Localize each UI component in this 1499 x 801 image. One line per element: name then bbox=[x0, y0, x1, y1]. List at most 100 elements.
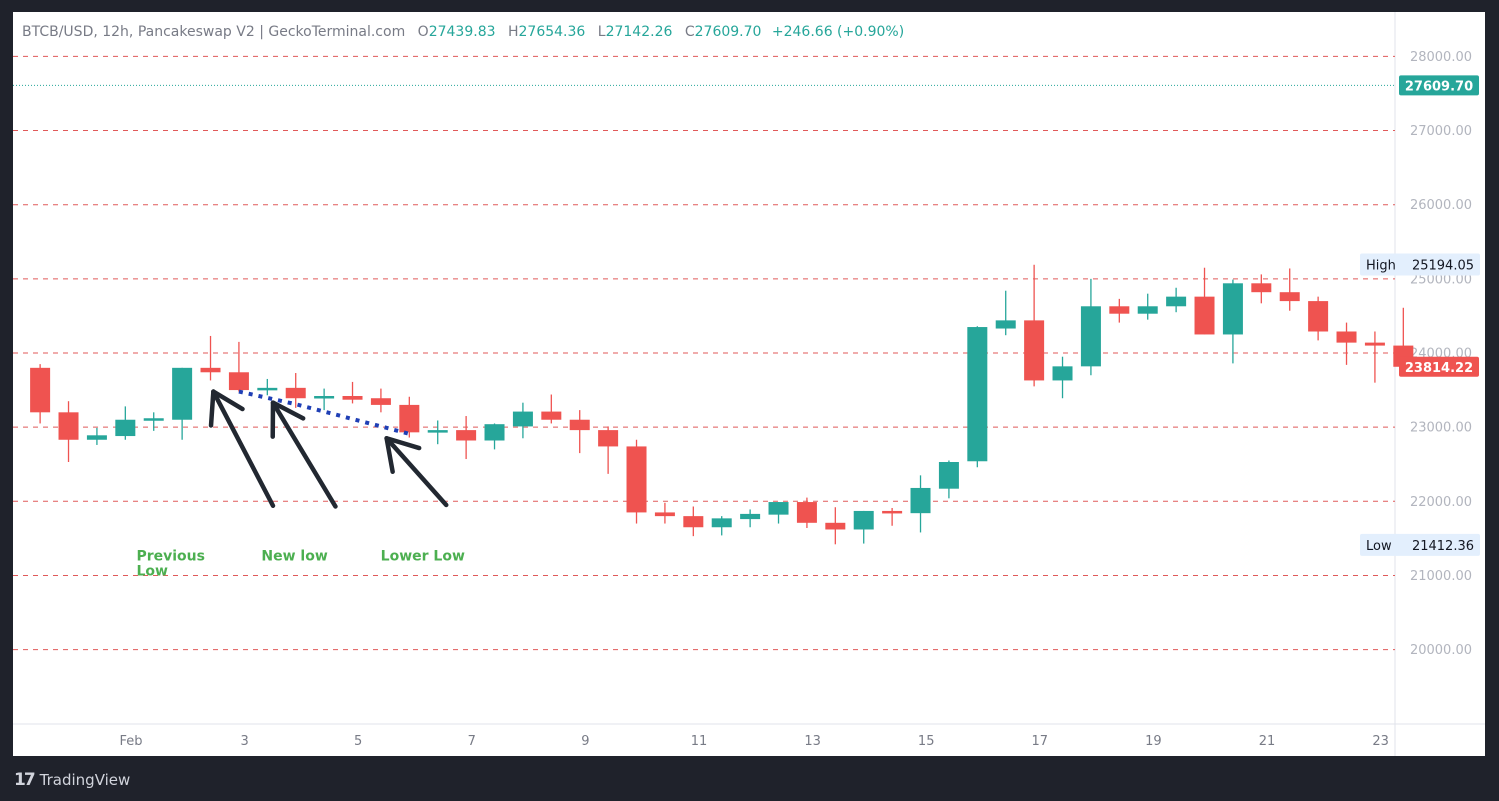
candle-body bbox=[58, 412, 79, 440]
tradingview-logo[interactable]: 17 TradingView bbox=[14, 770, 130, 790]
annotation-arrow-shaft bbox=[270, 400, 338, 509]
x-tick-label: 15 bbox=[918, 734, 935, 749]
high-value: 27654.36 bbox=[518, 24, 586, 40]
candle-body bbox=[853, 510, 874, 530]
candle-body bbox=[598, 430, 619, 447]
candle-body bbox=[1166, 296, 1187, 307]
candle-body bbox=[399, 404, 420, 433]
candle-body bbox=[285, 387, 306, 399]
current-price-badge bbox=[1399, 75, 1479, 96]
candle-body bbox=[1137, 306, 1158, 314]
high-marker-value: 25194.05 bbox=[1412, 258, 1474, 273]
symbol-header: BTCB/USD, 12h, Pancakeswap V2 | GeckoTer… bbox=[22, 24, 904, 40]
candle-body bbox=[484, 424, 505, 441]
candle-body bbox=[740, 513, 761, 520]
candle-body bbox=[796, 502, 817, 523]
y-tick-label: 26000.00 bbox=[1410, 198, 1472, 213]
last-price-label: 23814.22 bbox=[1405, 361, 1473, 376]
candle-body bbox=[1279, 292, 1300, 302]
close-value: 27609.70 bbox=[694, 24, 762, 40]
x-tick-label: 7 bbox=[468, 734, 476, 749]
change-value: +246.66 (+0.90%) bbox=[771, 24, 905, 40]
candle-body bbox=[1222, 283, 1243, 335]
annotation-label: Lower Low bbox=[381, 549, 465, 565]
symbol-info: BTCB/USD, 12h, Pancakeswap V2 | GeckoTer… bbox=[22, 24, 406, 40]
candle-body bbox=[228, 372, 249, 391]
x-tick-label: 21 bbox=[1259, 734, 1276, 749]
candle-body bbox=[541, 411, 562, 420]
high-marker-label: High bbox=[1366, 258, 1396, 273]
x-tick-label: 5 bbox=[354, 734, 362, 749]
candle-body bbox=[910, 487, 931, 514]
annotation-label: Previous bbox=[136, 549, 205, 565]
annotation-arrow-head bbox=[270, 400, 306, 439]
close-label: C bbox=[684, 24, 695, 40]
candle-body bbox=[172, 367, 193, 420]
annotation-label: New low bbox=[261, 549, 327, 565]
x-tick-label: 11 bbox=[691, 734, 708, 749]
candle-body bbox=[1194, 296, 1215, 335]
candle-body bbox=[86, 435, 107, 440]
x-tick-label: 23 bbox=[1372, 734, 1389, 749]
y-tick-label: 28000.00 bbox=[1410, 50, 1472, 65]
y-tick-label: 21000.00 bbox=[1410, 569, 1472, 584]
high-label: H bbox=[507, 24, 519, 40]
last-price-badge bbox=[1399, 356, 1479, 377]
candle-body bbox=[512, 411, 533, 427]
annotation-arrow-shaft bbox=[211, 389, 276, 508]
candle-body bbox=[938, 462, 959, 489]
x-tick-label: 9 bbox=[581, 734, 589, 749]
open-label: O bbox=[417, 24, 429, 40]
brand-label: TradingView bbox=[39, 771, 131, 789]
candle-body bbox=[967, 327, 988, 462]
current-price-label: 27609.70 bbox=[1405, 79, 1473, 94]
candle-body bbox=[30, 367, 51, 413]
low-marker-label: Low bbox=[1366, 539, 1392, 554]
candle-body bbox=[995, 320, 1016, 329]
candle-body bbox=[768, 502, 789, 515]
y-tick-label: 25000.00 bbox=[1410, 272, 1472, 287]
low-value: 27142.26 bbox=[605, 24, 673, 40]
y-tick-label: 20000.00 bbox=[1410, 643, 1472, 658]
candle-body bbox=[1364, 342, 1385, 346]
candle-body bbox=[115, 419, 136, 437]
high-marker-badge bbox=[1360, 253, 1480, 276]
x-tick-label: 19 bbox=[1145, 734, 1162, 749]
candle-body bbox=[683, 516, 704, 528]
candle-body bbox=[1024, 320, 1045, 381]
open-value: 27439.83 bbox=[428, 24, 496, 40]
annotation-label: Low bbox=[136, 564, 168, 580]
candle-body bbox=[1052, 366, 1073, 381]
candle-body bbox=[370, 398, 391, 405]
annotation-arrow-head bbox=[384, 436, 422, 474]
candle-body bbox=[1336, 331, 1357, 343]
x-tick-label: Feb bbox=[119, 734, 142, 749]
candle-body bbox=[1251, 283, 1272, 293]
x-tick-label: 17 bbox=[1032, 734, 1049, 749]
candle-body bbox=[711, 518, 732, 528]
candle-body bbox=[882, 510, 903, 514]
candle-body bbox=[143, 418, 164, 421]
candle-body bbox=[1080, 306, 1101, 367]
y-tick-label: 23000.00 bbox=[1410, 421, 1472, 436]
low-marker-badge bbox=[1360, 533, 1480, 556]
annotation-arrow-head bbox=[208, 389, 245, 428]
y-tick-label: 27000.00 bbox=[1410, 124, 1472, 139]
candle-body bbox=[569, 419, 590, 431]
candlestick-chart[interactable]: 28000.0027000.0026000.0025000.0024000.00… bbox=[13, 12, 1485, 756]
low-marker-value: 21412.36 bbox=[1412, 539, 1474, 554]
y-tick-label: 22000.00 bbox=[1410, 495, 1472, 510]
candle-body bbox=[342, 396, 363, 400]
candle-body bbox=[1109, 306, 1130, 314]
candle-body bbox=[825, 522, 846, 530]
candle-body bbox=[427, 430, 448, 433]
candle-body bbox=[200, 367, 221, 373]
chart-panel[interactable]: 28000.00 27000.00 26000.00 25000.00 24000.00… bbox=[13, 12, 1485, 756]
candle-body bbox=[257, 387, 278, 391]
annotation-arrow-shaft bbox=[384, 436, 449, 508]
candle-body bbox=[456, 430, 477, 441]
tradingview-icon: 17 bbox=[14, 770, 36, 790]
candle-body bbox=[1308, 301, 1329, 332]
x-tick-label: 3 bbox=[240, 734, 248, 749]
low-label: L bbox=[597, 24, 606, 40]
